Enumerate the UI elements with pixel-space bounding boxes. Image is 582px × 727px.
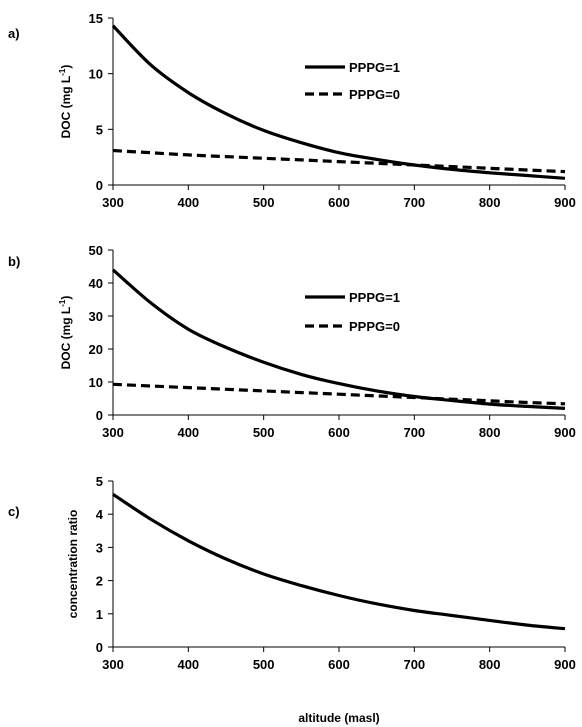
series-line-pppg-1 <box>111 24 566 180</box>
x-tick-label: 900 <box>554 425 576 440</box>
legend-label: PPPG=0 <box>349 87 400 102</box>
panel-label: c) <box>8 504 20 519</box>
chart-panel-1: a) 0 5 10 15 300 400 500 600 700 800 900 DOC (mg L-1… <box>8 11 576 210</box>
y-tick-label: 3 <box>96 540 103 555</box>
y-axis-label-superscript: -1 <box>58 68 67 76</box>
y-tick-label: 40 <box>89 276 103 291</box>
y-tick-label: 0 <box>96 640 103 655</box>
legend-label: PPPG=0 <box>349 319 400 334</box>
y-tick-label: 30 <box>89 309 103 324</box>
chart-panel-3: c) 0 1 2 3 4 5 300 400 500 600 700 800 900 concentrati… <box>8 474 576 725</box>
panel-label: b) <box>8 254 20 269</box>
x-tick-label: 800 <box>479 195 501 210</box>
y-tick-label: 20 <box>89 342 103 357</box>
y-axis-label: concentration ratio <box>66 510 80 619</box>
legend-label: PPPG=1 <box>349 290 400 305</box>
y-axis-label-end: ) <box>59 296 73 300</box>
x-tick-label: 600 <box>328 425 350 440</box>
x-tick-label: 700 <box>403 195 425 210</box>
y-tick-label: 5 <box>96 122 103 137</box>
series-line-pppg-0 <box>112 382 566 406</box>
x-tick-label: 500 <box>253 195 275 210</box>
x-tick-label: 500 <box>253 657 275 672</box>
y-tick-label: 50 <box>89 243 103 258</box>
y-tick-label: 5 <box>96 474 103 489</box>
x-tick-label: 300 <box>102 195 124 210</box>
legend-label: PPPG=1 <box>349 60 400 75</box>
y-axis-label-superscript: -1 <box>58 299 67 307</box>
y-axis-label: DOC (mg L-1) <box>58 65 73 139</box>
panel-label: a) <box>8 26 20 41</box>
y-tick-label: 10 <box>89 67 103 82</box>
x-tick-label: 500 <box>253 425 275 440</box>
x-tick-label: 900 <box>554 657 576 672</box>
y-tick-label: 1 <box>96 607 103 622</box>
x-tick-label: 800 <box>479 425 501 440</box>
x-tick-label: 300 <box>102 425 124 440</box>
y-axis-label-end: ) <box>59 65 73 69</box>
x-tick-label: 700 <box>403 425 425 440</box>
y-tick-label: 2 <box>96 574 103 589</box>
chart-panel-2: b) 0 10 20 30 40 50 300 400 500 600 700 800 900 DOC (m… <box>8 243 576 440</box>
series-line-pppg-1 <box>111 268 566 410</box>
series-line-pppg-0 <box>112 148 566 174</box>
x-tick-label: 300 <box>102 657 124 672</box>
y-tick-label: 0 <box>96 408 103 423</box>
y-axis-label-text: DOC (mg L <box>59 76 73 139</box>
series-line-ratio <box>112 492 566 631</box>
x-tick-label: 400 <box>177 657 199 672</box>
x-tick-label: 800 <box>479 657 501 672</box>
y-tick-label: 10 <box>89 375 103 390</box>
x-tick-label: 600 <box>328 195 350 210</box>
y-tick-label: 0 <box>96 178 103 193</box>
y-axis-label-text: concentration ratio <box>66 510 80 619</box>
x-tick-label: 900 <box>554 195 576 210</box>
y-tick-label: 4 <box>96 507 104 522</box>
x-tick-label: 400 <box>177 195 199 210</box>
x-tick-label: 700 <box>403 657 425 672</box>
x-axis-label: altitude (masl) <box>298 711 379 725</box>
x-tick-label: 400 <box>177 425 199 440</box>
y-tick-label: 15 <box>89 11 103 26</box>
y-axis-label-text: DOC (mg L <box>59 307 73 370</box>
y-axis-label: DOC (mg L-1) <box>58 296 73 370</box>
x-tick-label: 600 <box>328 657 350 672</box>
